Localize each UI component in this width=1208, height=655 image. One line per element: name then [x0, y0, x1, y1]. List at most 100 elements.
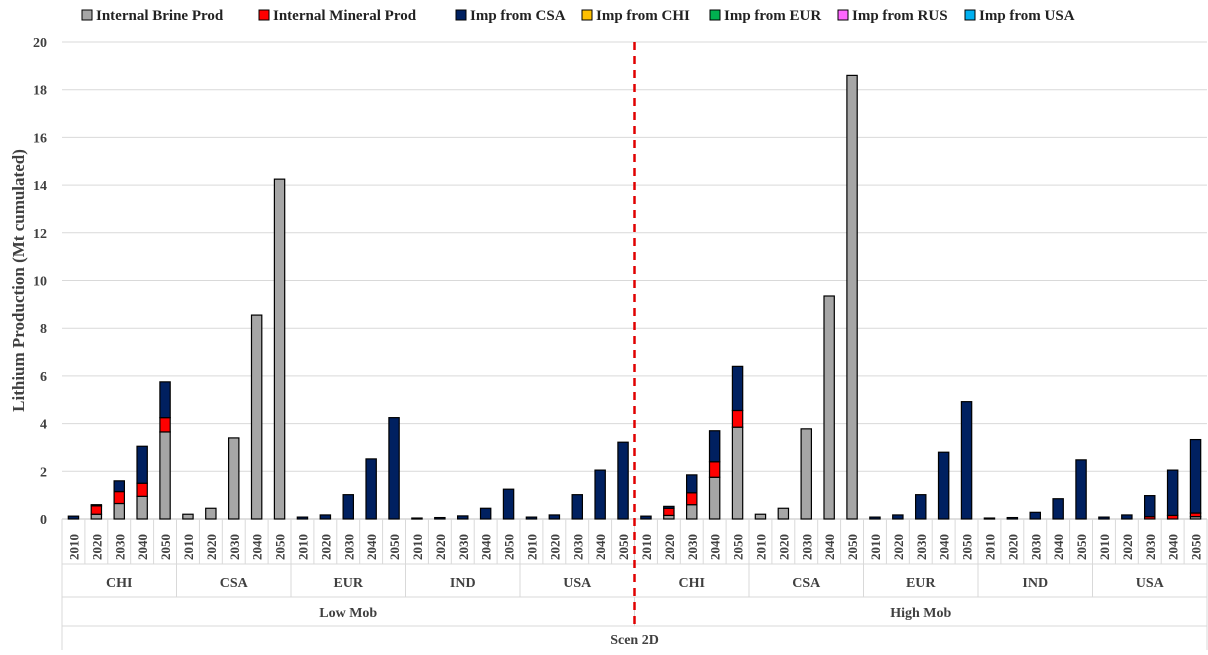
bar-segment-imp-from-csa: [479, 507, 492, 520]
bar-segment-imp-from-csa: [502, 488, 515, 520]
x-tick-label-year: 2050: [731, 534, 746, 560]
legend-label: Imp from EUR: [724, 8, 821, 24]
bar-segment-internal-brine-prod: [754, 513, 767, 520]
bar-segment-internal-mineral-prod: [685, 492, 698, 506]
region-label: EUR: [906, 576, 936, 591]
x-tick-label-year: 2040: [1051, 534, 1066, 560]
bar-segment-internal-mineral-prod: [113, 490, 126, 505]
bar-segment-imp-from-csa: [388, 417, 400, 520]
legend-swatch-imp-from-usa: [964, 9, 976, 21]
bar-segment-imp-from-csa: [136, 445, 148, 484]
region-label: CSA: [792, 576, 821, 591]
x-tick-label-year: 2040: [364, 534, 379, 560]
x-tick-label-year: 2020: [318, 534, 333, 560]
x-tick-label-year: 2030: [456, 534, 471, 560]
bar-segment-internal-mineral-prod: [136, 482, 148, 497]
x-tick-label-year: 2020: [89, 534, 104, 560]
bar-segment-imp-from-csa: [1029, 511, 1042, 520]
group-label: High Mob: [890, 606, 951, 621]
region-label: CSA: [220, 576, 249, 591]
region-label: IND: [450, 576, 476, 591]
bar-segment-imp-from-csa: [113, 480, 126, 493]
bar-segment-internal-brine-prod: [777, 507, 790, 520]
region-label: IND: [1022, 576, 1048, 591]
x-tick-label-year: 2040: [822, 534, 837, 560]
y-tick-label: 6: [40, 370, 47, 385]
x-tick-label-year: 2050: [960, 534, 975, 560]
region-label: CHI: [106, 576, 132, 591]
bar-segment-imp-from-csa: [548, 514, 561, 520]
x-tick-label-year: 2030: [570, 534, 585, 560]
bar-segment-imp-from-csa: [892, 514, 904, 520]
region-label: USA: [563, 576, 592, 591]
x-tick-label-year: 2030: [1143, 534, 1158, 560]
x-tick-label-year: 2030: [341, 534, 356, 560]
x-tick-label-year: 2030: [685, 534, 700, 560]
region-label: USA: [1136, 576, 1165, 591]
bar-segment-internal-brine-prod: [846, 74, 858, 520]
x-tick-label-year: 2040: [937, 534, 952, 560]
legend-label: Imp from USA: [979, 8, 1075, 24]
x-tick-label-year: 2050: [616, 534, 631, 560]
x-tick-label-year: 2010: [868, 534, 883, 560]
bar-segment-imp-from-csa: [456, 515, 469, 520]
bar-segment-imp-from-csa: [571, 494, 584, 520]
bar-segment-internal-mineral-prod: [708, 461, 721, 478]
bar-segment-internal-brine-prod: [800, 428, 813, 520]
x-tick-label-year: 2020: [433, 534, 448, 560]
bar-segment-imp-from-csa: [937, 451, 950, 520]
x-tick-label-year: 2040: [479, 534, 494, 560]
bar-segment-imp-from-csa: [914, 494, 927, 520]
x-tick-label-year: 2050: [502, 534, 517, 560]
y-tick-label: 16: [33, 131, 47, 146]
y-tick-label: 10: [33, 275, 47, 290]
x-tick-label-year: 2050: [273, 534, 288, 560]
legend-label: Imp from CSA: [470, 8, 566, 24]
x-tick-label-year: 2010: [66, 534, 81, 560]
bar-segment-internal-brine-prod: [90, 513, 103, 520]
y-tick-label: 18: [33, 84, 47, 99]
bar-segment-imp-from-csa: [296, 516, 309, 520]
bar-segment-internal-brine-prod: [113, 502, 126, 520]
bar-segment-imp-from-csa: [731, 365, 744, 412]
region-label: EUR: [333, 576, 363, 591]
x-tick-label-year: 2010: [982, 534, 997, 560]
legend-label: Imp from CHI: [596, 8, 690, 24]
scenario-label: Scen 2D: [610, 633, 659, 648]
x-tick-label-year: 2010: [753, 534, 768, 560]
bar-segment-internal-brine-prod: [685, 504, 698, 520]
bar-segment-internal-mineral-prod: [159, 417, 171, 433]
x-tick-label-year: 2050: [1189, 534, 1204, 560]
bar-segment-imp-from-csa: [1075, 459, 1087, 520]
legend-swatch-imp-from-rus: [837, 9, 849, 21]
bar-segment-internal-mineral-prod: [90, 505, 103, 515]
legend-label: Internal Mineral Prod: [273, 8, 417, 24]
region-label: CHI: [679, 576, 705, 591]
x-tick-label-year: 2050: [845, 534, 860, 560]
bar-segment-imp-from-csa: [594, 469, 606, 520]
legend-label: Internal Brine Prod: [96, 8, 224, 24]
y-tick-label: 12: [33, 227, 47, 242]
bar-segment-internal-brine-prod: [250, 314, 263, 520]
bar-segment-internal-brine-prod: [823, 295, 835, 520]
bar-segment-imp-from-csa: [617, 441, 629, 520]
x-tick-label-year: 2030: [112, 534, 127, 560]
x-tick-label-year: 2020: [204, 534, 219, 560]
y-tick-label: 20: [33, 36, 47, 51]
bar-segment-imp-from-csa: [67, 515, 80, 520]
legend-swatch-internal-brine-prod: [81, 9, 93, 21]
x-tick-label-year: 2050: [1074, 534, 1089, 560]
x-tick-label-year: 2010: [524, 534, 539, 560]
bar-segment-imp-from-csa: [983, 517, 996, 520]
x-tick-label-year: 2040: [708, 534, 723, 560]
x-tick-label-year: 2020: [662, 534, 677, 560]
x-tick-label-year: 2040: [250, 534, 265, 560]
x-tick-label-year: 2030: [1028, 534, 1043, 560]
x-tick-label-year: 2020: [1120, 534, 1135, 560]
y-tick-label: 2: [40, 465, 47, 480]
x-tick-label-year: 2020: [547, 534, 562, 560]
x-tick-label-year: 2040: [135, 534, 150, 560]
bar-segment-imp-from-csa: [1052, 498, 1064, 520]
x-tick-label-year: 2010: [181, 534, 196, 560]
